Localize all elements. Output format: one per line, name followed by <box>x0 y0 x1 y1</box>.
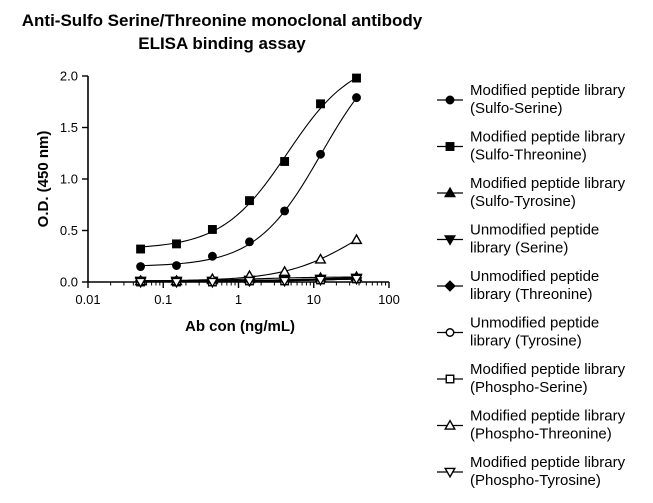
legend-label-line-1: Unmodified peptide <box>470 222 599 239</box>
chart-title-group: Anti-Sulfo Serine/Threonine monoclonal a… <box>22 11 423 53</box>
data-point-series-9 <box>278 276 291 288</box>
legend-item: Modified peptide library(Sulfo-Threonine… <box>437 129 626 164</box>
data-point-series-2 <box>245 196 254 206</box>
chart-title-line-1: Anti-Sulfo Serine/Threonine monoclonal a… <box>22 11 423 30</box>
legend: Modified peptide library(Sulfo-Serine)Mo… <box>437 82 626 489</box>
legend-label-line-1: Modified peptide library <box>470 175 626 192</box>
legend-label-line-2: library (Serine) <box>470 240 568 257</box>
data-point-series-1 <box>207 251 217 261</box>
legend-item: Modified peptide library(Phospho-Threoni… <box>437 408 626 443</box>
y-tick-label: 0.0 <box>60 275 78 290</box>
data-point-series-2 <box>352 73 361 83</box>
data-point-series-1 <box>136 262 146 271</box>
y-tick-label: 1.0 <box>60 172 78 187</box>
data-point-series-2 <box>316 99 325 109</box>
data-point-series-9 <box>243 276 256 288</box>
data-point-series-1 <box>316 149 325 159</box>
legend-label-line-1: Unmodified peptide <box>470 268 599 285</box>
data-point-series-9 <box>134 277 147 289</box>
legend-marker <box>445 328 455 337</box>
data-point-series-2 <box>172 239 181 249</box>
legend-label-line-2: library (Tyrosine) <box>470 333 582 350</box>
legend-marker <box>443 235 457 246</box>
legend-marker <box>443 419 457 430</box>
data-point-series-9 <box>206 277 219 289</box>
y-tick-label: 0.5 <box>60 223 78 238</box>
legend-label-line-2: (Sulfo-Serine) <box>470 100 563 117</box>
data-point-series-9 <box>350 274 363 286</box>
legend-label-line-2: (Phospho-Serine) <box>470 379 588 396</box>
axes-group: 0.0 0.5 1.0 1.5 2.0 0.01 0.1 1 10 100 <box>60 69 400 308</box>
legend-marker <box>445 142 455 151</box>
data-point-series-1 <box>172 261 181 270</box>
y-tick-label: 1.5 <box>60 120 78 135</box>
x-axis-label: Ab con (ng/mL) <box>185 318 295 335</box>
legend-label-line-2: (Sulfo-Tyrosine) <box>470 193 576 210</box>
legend-label-line-1: Modified peptide library <box>470 129 626 146</box>
data-point-series-1 <box>245 237 254 247</box>
legend-label-line-2: (Phospho-Tyrosine) <box>470 472 601 489</box>
legend-label-line-2: (Sulfo-Threonine) <box>470 147 587 164</box>
legend-item: Modified peptide library(Phospho-Tyrosin… <box>437 454 626 489</box>
x-tick-label: 10 <box>307 292 321 307</box>
legend-marker <box>445 374 455 384</box>
legend-label-line-1: Modified peptide library <box>470 82 626 99</box>
legend-item: Modified peptide library(Phospho-Serine) <box>437 361 626 396</box>
x-tick-label: 1 <box>235 292 242 307</box>
legend-label-line-2: (Phospho-Threonine) <box>470 426 612 443</box>
legend-marker <box>444 280 456 292</box>
x-tick-label: 0.1 <box>154 292 172 307</box>
legend-label-line-1: Modified peptide library <box>470 454 626 471</box>
legend-label-line-1: Unmodified peptide <box>470 315 599 332</box>
x-tick-label: 100 <box>378 292 400 307</box>
x-tick-label: 0.01 <box>75 292 100 307</box>
data-point-series-8 <box>350 233 363 245</box>
legend-marker <box>443 186 457 198</box>
data-point-series-1 <box>352 93 361 103</box>
y-axis-label: O.D. (450 nm) <box>35 131 52 228</box>
data-point-series-9 <box>170 277 183 289</box>
data-point-series-8 <box>314 253 327 264</box>
legend-marker <box>445 95 455 105</box>
legend-label-line-1: Modified peptide library <box>470 408 626 425</box>
data-point-series-8 <box>278 265 291 276</box>
chart-title-line-2: ELISA binding assay <box>138 34 306 53</box>
legend-label-line-1: Modified peptide library <box>470 361 626 378</box>
fit-curves-group <box>140 77 357 283</box>
legend-marker <box>443 467 457 479</box>
legend-item: Modified peptide library(Sulfo-Tyrosine) <box>437 175 626 210</box>
data-markers-group <box>134 73 363 289</box>
legend-label-line-2: library (Threonine) <box>470 286 593 303</box>
y-tick-label: 2.0 <box>60 69 78 84</box>
data-point-series-2 <box>136 244 146 254</box>
data-point-series-1 <box>280 206 290 216</box>
data-point-series-9 <box>314 275 327 287</box>
data-point-series-2 <box>280 157 290 166</box>
legend-item: Modified peptide library(Sulfo-Serine) <box>437 82 626 117</box>
data-point-series-2 <box>207 225 217 234</box>
